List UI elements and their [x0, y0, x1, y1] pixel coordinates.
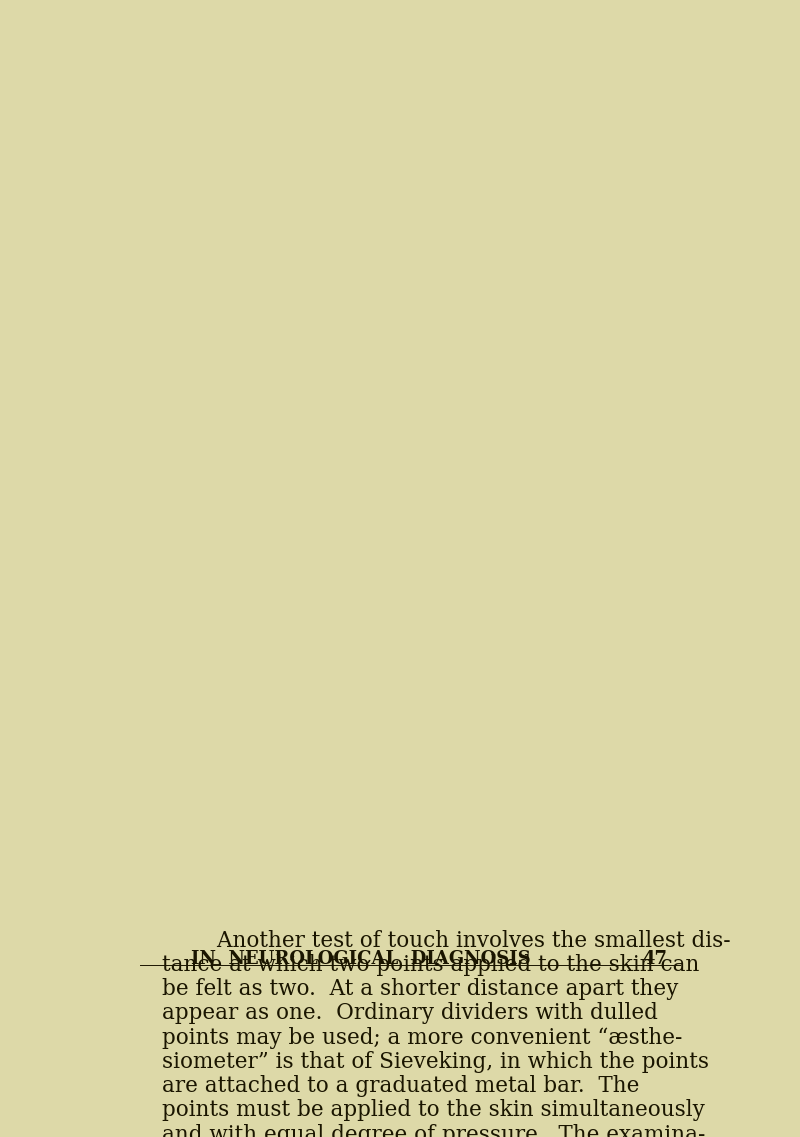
Text: Another test of touch involves the smallest dis-: Another test of touch involves the small…: [162, 930, 730, 952]
Text: and with equal degree of pressure.  The examina-: and with equal degree of pressure. The e…: [162, 1123, 706, 1137]
Text: tance at which two points applied to the skin can: tance at which two points applied to the…: [162, 954, 699, 976]
Text: 47: 47: [642, 951, 667, 968]
Text: points must be applied to the skin simultaneously: points must be applied to the skin simul…: [162, 1099, 705, 1121]
Text: siometer” is that of Sieveking, in which the points: siometer” is that of Sieveking, in which…: [162, 1051, 709, 1073]
Text: appear as one.  Ordinary dividers with dulled: appear as one. Ordinary dividers with du…: [162, 1003, 658, 1024]
Text: are attached to a graduated metal bar.  The: are attached to a graduated metal bar. T…: [162, 1076, 639, 1097]
Text: points may be used; a more convenient “æsthe-: points may be used; a more convenient “æ…: [162, 1027, 682, 1048]
Text: be felt as two.  At a shorter distance apart they: be felt as two. At a shorter distance ap…: [162, 978, 678, 1001]
Text: IN  NEUROLOGICAL  DIAGNOSIS: IN NEUROLOGICAL DIAGNOSIS: [190, 951, 530, 968]
